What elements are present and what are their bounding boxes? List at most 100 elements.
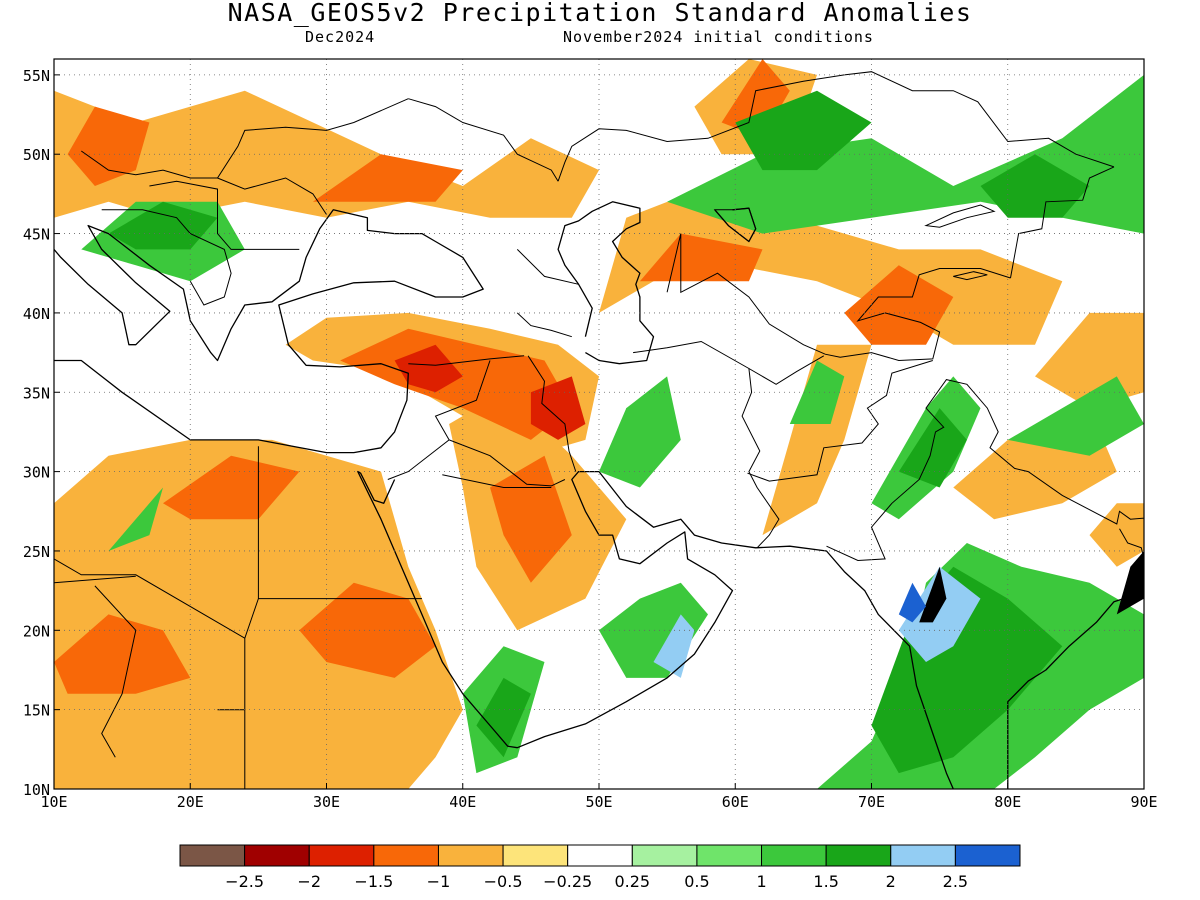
anomaly-region-24 [980,154,1090,218]
anomaly-region-8 [394,344,463,393]
initial-conditions-label: November2024 initial conditions [563,28,874,46]
lon-tick-label: 60E [722,793,749,811]
lat-tick-label: 10N [23,781,50,799]
border-17 [826,379,1144,562]
lat-tick-label: 55N [23,67,50,85]
colorbar-swatch [631,844,698,867]
border-12 [516,312,572,338]
lon-tick-label: 40E [449,793,476,811]
border-19 [1010,166,1115,279]
coastlines [54,71,1144,789]
colorbar-label: −1 [427,872,451,891]
border-20 [557,71,1115,182]
lon-tick-label: 30E [313,793,340,811]
lake-1 [924,204,996,228]
anomaly-region-12 [312,154,463,202]
lon-tick-label: 80E [994,793,1021,811]
lat-tick-label: 40N [23,305,50,323]
border-2 [54,558,246,639]
anomaly-region-11 [67,106,150,186]
forecast-month: Dec2024 [305,28,376,46]
colorbar-swatch [308,844,375,867]
colorbar-label: −2.5 [225,872,264,891]
colorbar-swatch [244,844,310,867]
colorbar-swatch [761,844,827,867]
anomaly-region-42 [898,582,926,623]
colorbar-swatch [696,844,763,867]
border-7 [408,355,525,366]
lat-tick-label: 45N [23,226,50,244]
border-15 [748,355,825,385]
coastline-2 [1007,594,1144,789]
anomaly-region-41 [919,566,947,623]
lake-2 [953,271,988,281]
lat-tick-label: 30N [23,464,50,482]
colorbar-swatch [373,844,439,867]
coastline-3 [557,201,655,365]
anomaly-region-14 [639,233,763,282]
colorbar-swatch [825,844,892,867]
border-21 [408,98,559,182]
border-24 [149,180,300,250]
border-14 [666,233,1011,362]
lat-tick-label: 15N [23,702,50,720]
anomaly-region-0 [54,439,463,789]
border-11 [516,249,579,285]
border-25 [101,209,232,306]
colorbar-label: −0.25 [543,872,592,891]
border-6 [387,360,491,480]
lat-tick-label: 50N [23,146,50,164]
coastline-1 [357,470,954,789]
border-16 [747,360,933,482]
border-4 [94,585,137,758]
anomaly-region-39 [108,487,163,551]
lon-tick-label: 70E [858,793,885,811]
anomaly-region-26 [108,201,218,250]
colorbar-label: −0.5 [484,872,523,891]
colorbar-label: 0.25 [614,872,650,891]
lake-0 [713,207,757,243]
chart-title: NASA_GEOS5v2 Precipitation Standard Anom… [227,0,973,27]
colorbar-label: −1.5 [354,872,393,891]
anomaly-fills [54,59,1144,789]
colorbar-swatch [437,844,504,867]
border-0 [244,446,259,710]
lat-tick-label: 20N [23,622,50,640]
longitude-axis: 10E 20E 30E 40E 50E 60E 70E 80E 90E [40,783,1158,811]
anomaly-region-21 [1089,503,1144,567]
lon-tick-label: 90E [1130,793,1157,811]
border-23 [217,177,327,215]
colorbar-swatch [179,844,246,867]
border-18 [1119,528,1144,560]
lat-tick-label: 35N [23,384,50,402]
lon-tick-label: 10E [40,793,67,811]
colorbar-label: −2 [297,872,321,891]
border-22 [81,98,409,179]
graticule [54,59,1144,789]
colorbar-label: 2 [886,872,896,891]
colorbar-label: 2.5 [943,872,968,891]
lon-tick-label: 50E [585,793,612,811]
anomaly-region-29 [898,566,981,662]
lon-tick-label: 20E [177,793,204,811]
colorbar-swatch [954,844,1021,867]
anomaly-region-2 [299,582,436,678]
colorbar-swatch [890,844,956,867]
border-13 [633,340,780,549]
anomaly-region-3 [163,455,300,520]
colorbar-label: 1 [756,872,766,891]
border-8 [527,355,577,472]
anomaly-region-37 [599,376,681,488]
border-9 [448,439,566,487]
anomaly-region-23 [735,90,872,171]
colorbar-swatch [567,844,633,867]
anomaly-region-38 [789,360,845,424]
latitude-axis: 10N 15N 20N 25N 30N 35N 40N 45N 50N 55N [23,67,60,799]
colorbar-label: 0.5 [684,872,709,891]
colorbar: −2.5 −2 −1.5 −1 −0.5 −0.25 0.25 0.5 1 1.5 2 2.5 [179,844,1021,891]
colorbar-label: 1.5 [813,872,838,891]
anomaly-region-31 [898,408,967,488]
anomaly-region-32 [1007,376,1144,456]
anomaly-region-1 [54,614,191,694]
